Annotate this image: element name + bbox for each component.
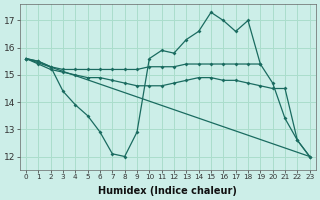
X-axis label: Humidex (Indice chaleur): Humidex (Indice chaleur) bbox=[98, 186, 237, 196]
